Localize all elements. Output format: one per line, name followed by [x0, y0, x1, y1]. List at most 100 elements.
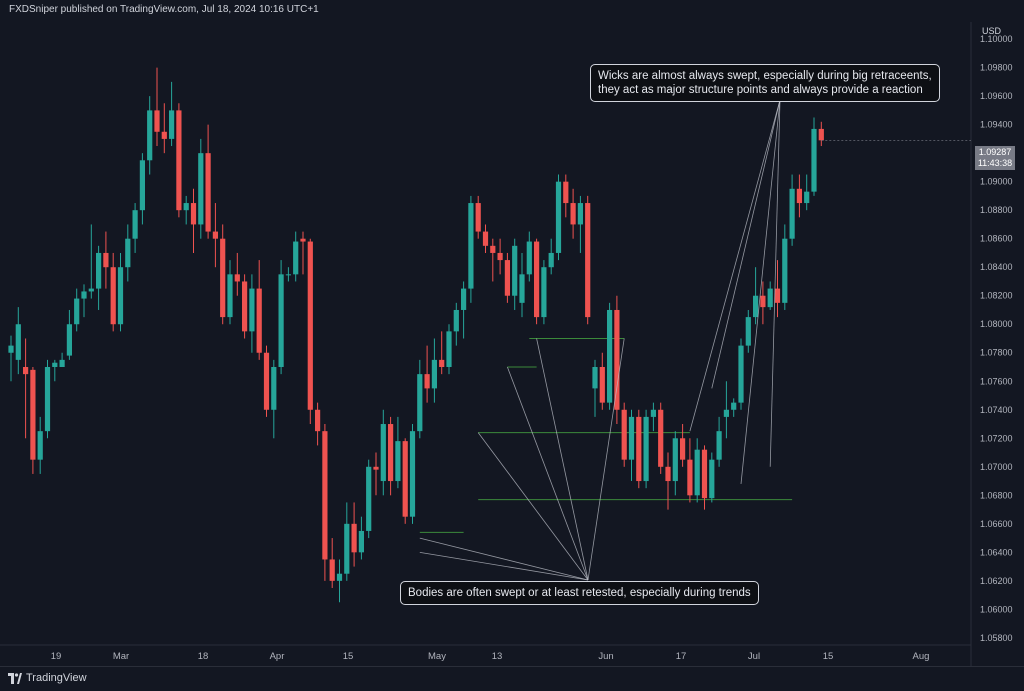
bullish-candle-body: [461, 288, 467, 310]
y-tick-label: 1.06200: [980, 576, 1013, 586]
bearish-candle-body: [161, 131, 167, 139]
bearish-candle-body: [329, 559, 335, 581]
candlestick-chart[interactable]: 1.05800 1.06000 1.06200 1.06400 1.06600 1.068…: [0, 0, 1024, 666]
countdown-value: 11:43:38: [977, 158, 1013, 168]
wicks-pointer-line: [711, 99, 781, 389]
bullish-candle-body: [395, 441, 401, 482]
y-tick-label: 1.07000: [980, 462, 1013, 472]
y-tick-label: 1.06800: [980, 490, 1013, 500]
tradingview-logo-icon[interactable]: [8, 673, 22, 684]
bullish-candle-body: [8, 345, 14, 353]
bearish-candle-body: [212, 231, 218, 239]
bearish-candle-body: [424, 374, 430, 389]
y-tick-label: 1.08400: [980, 262, 1013, 272]
bodies-pointer-line: [536, 338, 589, 581]
bullish-candle-body: [336, 573, 343, 581]
bullish-candle-body: [453, 309, 459, 332]
bearish-candle-body: [818, 128, 824, 141]
bearish-candle-body: [388, 424, 394, 482]
bullish-candle-body: [227, 274, 233, 318]
bearish-candle-body: [497, 252, 503, 261]
bearish-candle-body: [680, 438, 686, 460]
bullish-candle-body: [147, 110, 153, 161]
bullish-candle-body: [44, 367, 51, 432]
bullish-candle-body: [59, 359, 65, 368]
bullish-candle-body: [198, 153, 204, 225]
bearish-candle-body: [599, 367, 605, 403]
bullish-candle-body: [526, 241, 532, 275]
bullish-candle-body: [52, 362, 58, 368]
bodies-pointer-line: [587, 338, 625, 581]
bearish-candle-body: [23, 367, 29, 375]
y-tick-label: 1.08600: [980, 234, 1013, 244]
bullish-candle-body: [577, 203, 583, 225]
y-tick-label: 1.09800: [980, 63, 1013, 73]
bullish-candle-body: [650, 409, 656, 417]
bearish-candle-body: [205, 153, 211, 232]
tradingview-brand[interactable]: TradingView: [26, 672, 87, 684]
bearish-candle-body: [570, 203, 576, 225]
bullish-candle-body: [366, 466, 372, 531]
top-bar: FXDSniper published on TradingView.com, …: [0, 0, 1024, 22]
bullish-candle-body: [271, 367, 277, 410]
bearish-candle-body: [190, 203, 197, 225]
x-tick-label: Jul: [748, 651, 760, 662]
x-tick-label: Apr: [270, 651, 285, 662]
bearish-candle-body: [322, 431, 328, 560]
bearish-candle-body: [154, 110, 160, 132]
bearish-candle-body: [687, 459, 693, 496]
bearish-candle-body: [475, 203, 481, 232]
bearish-candle-body: [307, 241, 313, 410]
bearish-candle-body: [563, 181, 569, 204]
bullish-candle-body: [541, 267, 547, 318]
bullish-candle-body: [431, 359, 437, 389]
bearish-candle-body: [774, 288, 781, 303]
bearish-candle-body: [300, 238, 306, 242]
bullish-candle-body: [278, 274, 284, 368]
x-tick-label: Aug: [913, 651, 930, 662]
y-tick-label: 1.06600: [980, 519, 1013, 529]
y-tick-label: 1.05800: [980, 633, 1013, 643]
bodies-pointer-line: [419, 551, 589, 581]
bullish-candle-body: [344, 523, 350, 574]
wicks-pointer-line: [740, 99, 781, 484]
bullish-candle-body: [607, 309, 613, 403]
bullish-candle-body: [753, 295, 759, 318]
y-tick-label: 1.07600: [980, 376, 1013, 386]
bullish-candle-body: [125, 238, 131, 268]
publish-info: FXDSniper published on TradingView.com, …: [9, 4, 319, 15]
bullish-candle-body: [183, 203, 189, 211]
x-tick-label: 17: [676, 651, 687, 662]
bearish-candle-body: [658, 409, 664, 467]
bullish-candle-body: [512, 245, 518, 296]
bullish-candle-body: [811, 128, 817, 192]
bearish-candle-body: [402, 441, 408, 517]
bullish-candle-body: [782, 238, 788, 303]
bullish-candle-body: [81, 291, 87, 299]
bearish-candle-body: [351, 523, 357, 553]
y-tick-label: 1.08200: [980, 291, 1013, 301]
bullish-candle-body: [358, 530, 364, 553]
x-tick-label: 15: [823, 651, 834, 662]
bullish-candle-body: [417, 374, 423, 432]
bullish-candle-body: [446, 331, 452, 368]
bullish-candle-body: [96, 252, 102, 289]
bullish-candle-body: [293, 241, 299, 275]
y-tick-label: 1.09400: [980, 120, 1013, 130]
bullish-candle-body: [285, 274, 291, 276]
bearish-candle-body: [220, 238, 226, 318]
x-tick-label: 15: [343, 651, 354, 662]
bullish-candle-body: [709, 459, 715, 499]
bodies-annotation: Bodies are often swept or at least retes…: [400, 581, 759, 605]
bearish-candle-body: [242, 281, 248, 332]
currency-label[interactable]: USD: [982, 26, 1002, 36]
bearish-candle-body: [490, 245, 496, 253]
wicks-annotation-line-2: they act as major structure points and a…: [598, 84, 923, 96]
bullish-candle-body: [723, 409, 729, 417]
bullish-candle-body: [643, 416, 649, 482]
y-tick-label: 1.07800: [980, 348, 1013, 358]
bullish-candle-body: [745, 317, 751, 346]
bullish-candle-body: [139, 160, 145, 211]
last-price-tag: 1.09287 11:43:38: [975, 146, 1015, 170]
bullish-candle-body: [249, 288, 255, 332]
